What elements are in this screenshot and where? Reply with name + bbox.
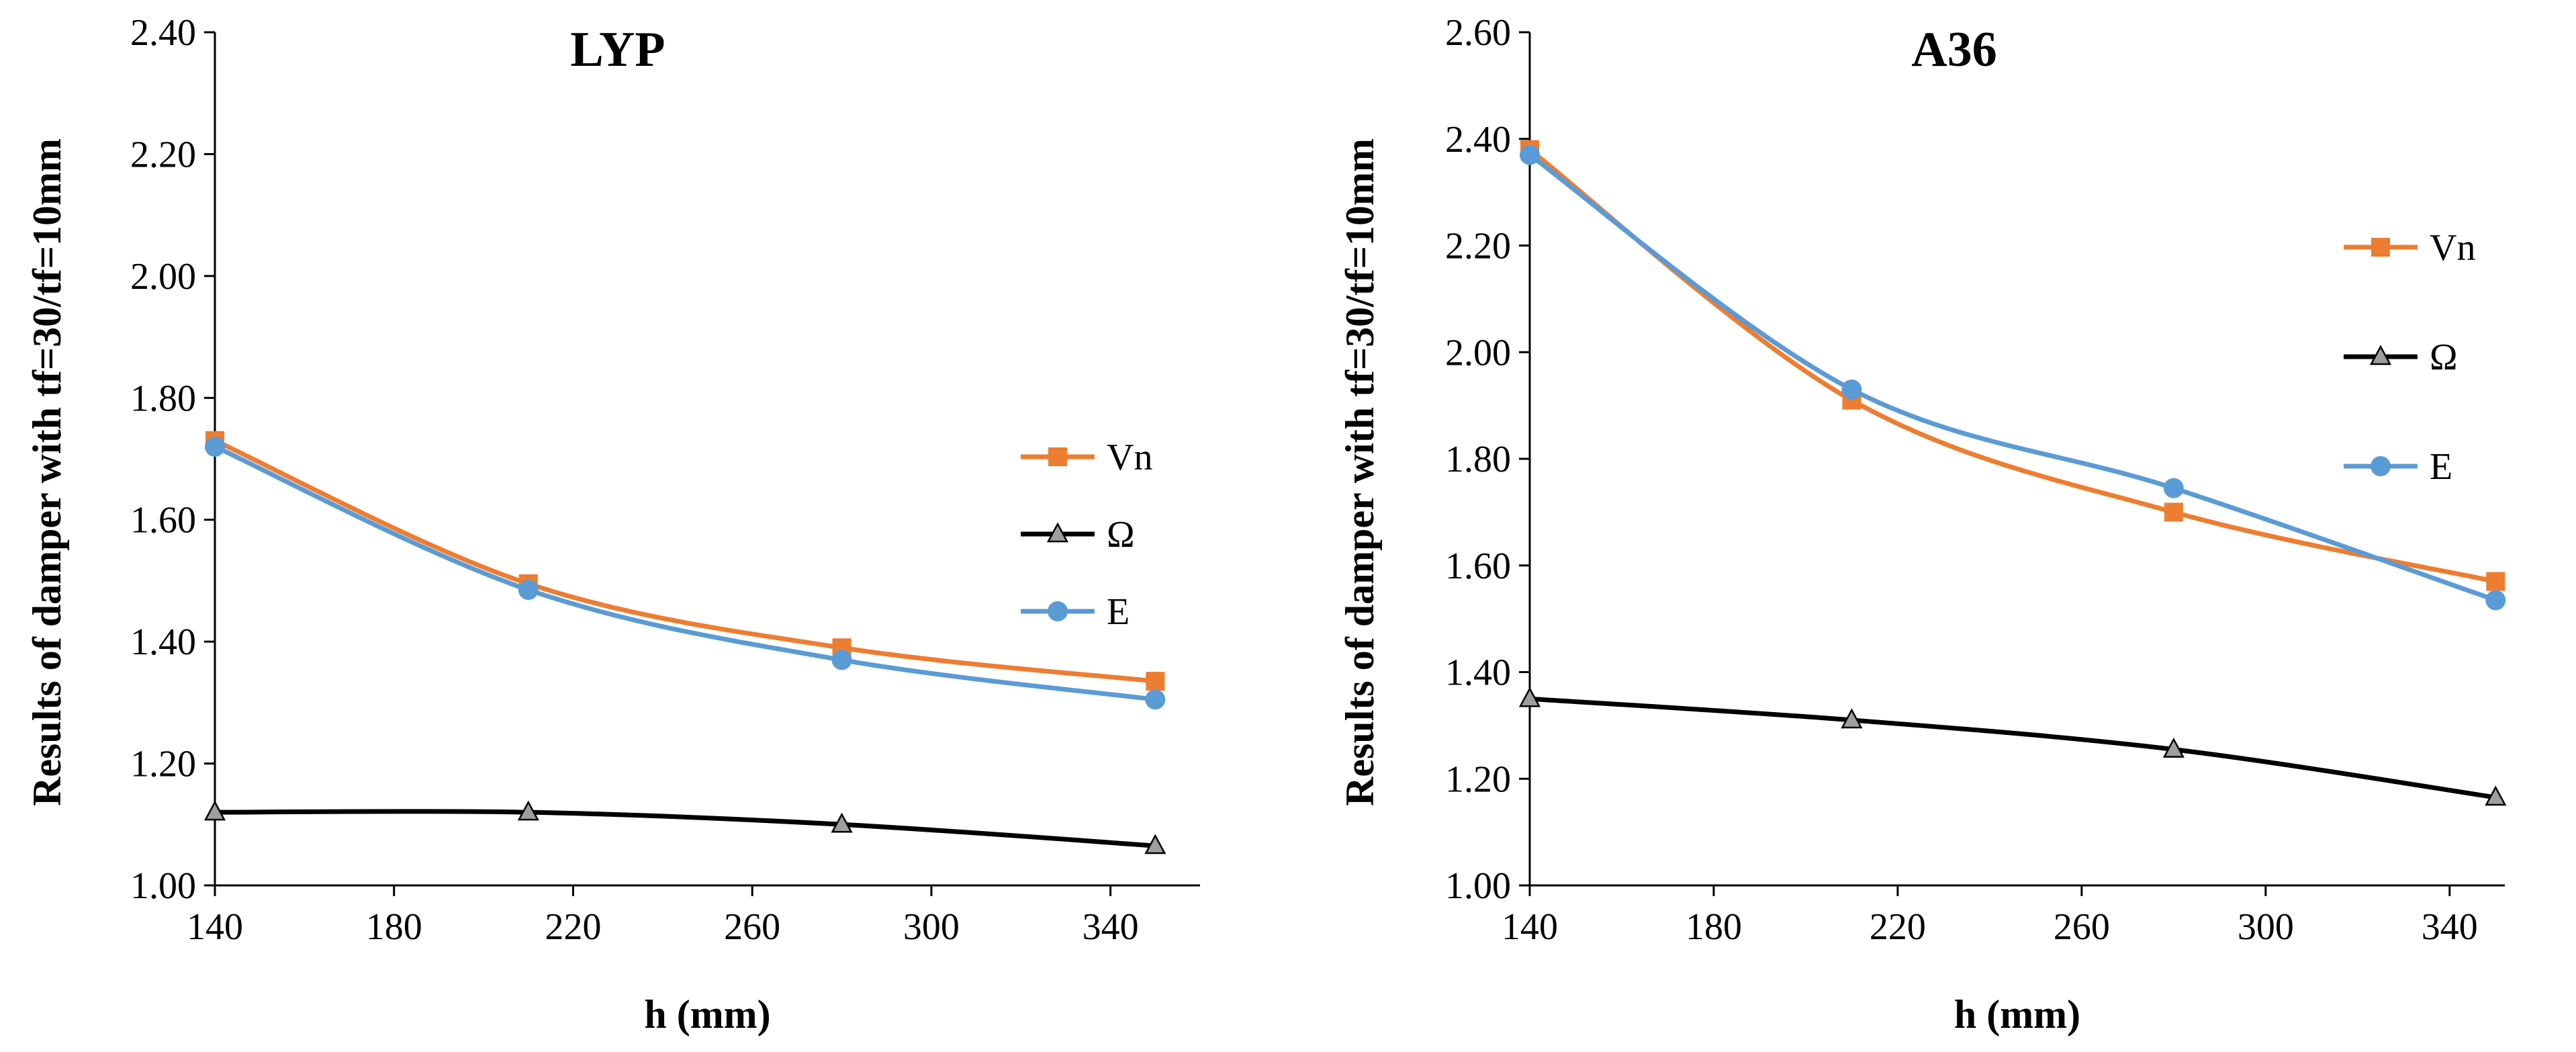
legend-swatch-marker bbox=[1048, 601, 1068, 621]
y-tick-label: 2.60 bbox=[1445, 12, 1511, 54]
series-omega bbox=[203, 800, 1166, 854]
y-tick-label: 1.80 bbox=[130, 378, 196, 419]
legend-swatch-marker bbox=[1046, 522, 1069, 543]
data-point-vn bbox=[2164, 502, 2183, 522]
x-tick-label: 300 bbox=[2238, 906, 2294, 948]
x-tick-label: 260 bbox=[2054, 906, 2110, 948]
series-line-omega bbox=[214, 809, 1156, 848]
data-point-omega bbox=[1144, 834, 1166, 854]
y-tick-label: 2.00 bbox=[1445, 332, 1511, 374]
y-tick-label: 1.40 bbox=[1445, 652, 1511, 694]
chart-panel-2: 1.00 1.20 1.40 1.60 1.80 2.00 2.20 2.40 2.60 140 1… bbox=[1338, 12, 2507, 1037]
x-tick-label: 300 bbox=[903, 906, 960, 948]
legend-label-e: E bbox=[2430, 446, 2452, 488]
legend-label-vn: Vn bbox=[2430, 227, 2475, 269]
data-point-omega bbox=[831, 812, 853, 833]
data-point-e bbox=[205, 436, 225, 457]
legend-label-vn: Vn bbox=[1107, 437, 1152, 478]
data-point-e bbox=[2163, 478, 2184, 498]
data-point-vn bbox=[1146, 672, 1165, 691]
series-vn bbox=[205, 431, 1165, 691]
legend-swatch-marker bbox=[2371, 238, 2390, 257]
series-vn bbox=[1520, 140, 2505, 591]
data-point-omega bbox=[2162, 737, 2184, 758]
legend-swatch-marker bbox=[1048, 447, 1067, 466]
series-line-e bbox=[214, 444, 1156, 702]
data-point-omega bbox=[2485, 785, 2507, 806]
data-point-omega bbox=[203, 800, 226, 821]
y-tick-label: 1.20 bbox=[1445, 758, 1511, 800]
data-point-vn bbox=[2486, 572, 2505, 591]
y-tick-label: 1.00 bbox=[130, 865, 196, 907]
data-point-e bbox=[1841, 379, 1862, 400]
x-tick-label: 340 bbox=[2422, 906, 2478, 948]
chart-title: A36 bbox=[1911, 22, 1996, 77]
y-tick-label: 1.80 bbox=[1445, 439, 1511, 480]
x-tick-label: 260 bbox=[724, 906, 780, 948]
data-point-e bbox=[2485, 590, 2506, 611]
y-tick-label: 2.00 bbox=[130, 256, 196, 298]
series-e bbox=[1520, 144, 2506, 611]
series-line-e bbox=[1528, 152, 2497, 603]
legend-swatch-marker bbox=[2371, 456, 2391, 476]
y-axis-label: Results of damper with tf=30/tf=10mm bbox=[25, 138, 69, 806]
y-tick-label: 1.00 bbox=[1445, 865, 1511, 907]
x-tick-label: 340 bbox=[1083, 906, 1139, 948]
y-tick-label: 1.40 bbox=[130, 621, 196, 663]
data-point-e bbox=[1145, 689, 1166, 710]
data-point-e bbox=[831, 650, 852, 670]
legend-label-omega: Ω bbox=[2430, 337, 2458, 378]
series-line-vn bbox=[1528, 147, 2497, 584]
x-tick-label: 220 bbox=[1870, 906, 1926, 948]
x-tick-label: 180 bbox=[366, 906, 422, 948]
series-e bbox=[205, 436, 1166, 710]
data-point-e bbox=[1520, 144, 1540, 165]
legend-label-omega: Ω bbox=[1107, 514, 1135, 556]
x-tick-label: 140 bbox=[187, 906, 243, 948]
chart-panel-1: 1.00 1.20 1.40 1.60 1.80 2.00 2.20 2.40 140 180 22… bbox=[25, 12, 1200, 1037]
data-point-omega bbox=[1841, 708, 1863, 729]
x-tick-label: 180 bbox=[1686, 906, 1742, 948]
legend-swatch-marker bbox=[2369, 345, 2392, 365]
x-tick-label: 220 bbox=[545, 906, 601, 948]
y-tick-label: 2.20 bbox=[1445, 226, 1511, 267]
series-line-vn bbox=[214, 438, 1156, 684]
y-tick-label: 1.60 bbox=[130, 500, 196, 541]
y-tick-label: 1.20 bbox=[130, 744, 196, 785]
y-tick-label: 2.40 bbox=[130, 12, 196, 54]
data-point-omega bbox=[1518, 687, 1541, 707]
x-tick-label: 140 bbox=[1502, 906, 1558, 948]
y-tick-label: 1.60 bbox=[1445, 545, 1511, 587]
y-axis-label: Results of damper with tf=30/tf=10mm bbox=[1338, 138, 1382, 806]
data-point-e bbox=[518, 580, 539, 601]
x-axis-label: h (mm) bbox=[1954, 992, 2080, 1037]
chart-title: LYP bbox=[570, 22, 665, 77]
y-tick-label: 2.40 bbox=[1445, 119, 1511, 161]
y-tick-label: 2.20 bbox=[130, 134, 196, 175]
data-point-omega bbox=[517, 800, 539, 821]
x-axis-label: h (mm) bbox=[644, 992, 770, 1037]
series-line-omega bbox=[1529, 696, 2496, 800]
legend-label-e: E bbox=[1107, 591, 1130, 633]
series-omega bbox=[1518, 687, 2507, 806]
